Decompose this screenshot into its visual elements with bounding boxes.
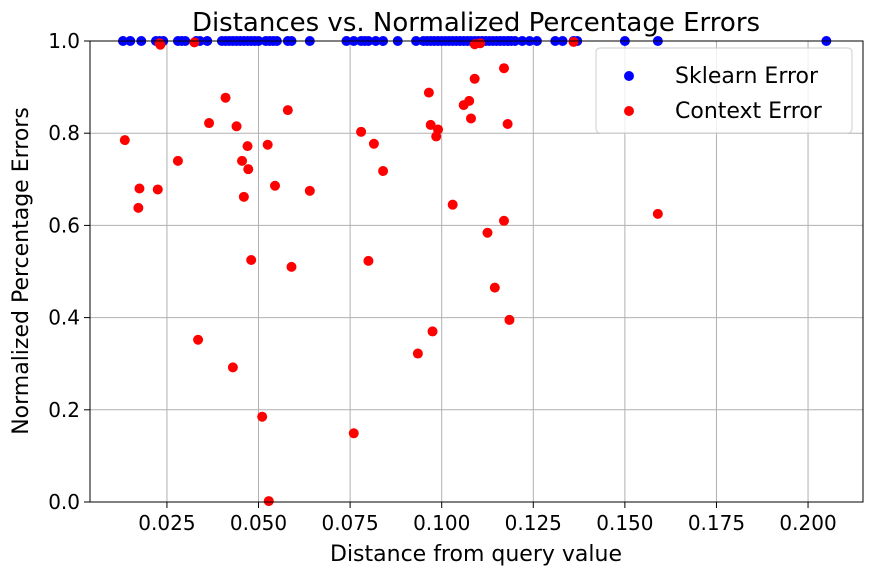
y-tick-label: 1.0 <box>48 29 80 53</box>
context-error-point <box>243 164 254 175</box>
context-error-point <box>262 139 273 150</box>
x-tick-label: 0.100 <box>413 511 470 535</box>
y-tick-label: 0.0 <box>48 490 80 514</box>
y-tick-label: 0.8 <box>48 121 80 145</box>
x-tick-label: 0.150 <box>596 511 653 535</box>
context-error-point <box>482 227 493 238</box>
plot-frame <box>89 40 864 503</box>
y-tick-label: 0.4 <box>48 306 80 330</box>
context-error-point <box>378 166 389 177</box>
legend-marker-context <box>624 106 634 116</box>
legend-box <box>595 47 853 134</box>
context-error-point <box>412 348 423 359</box>
context-error-point <box>286 261 297 272</box>
legend-label-sklearn: Sklearn Error <box>675 64 819 89</box>
context-error-point <box>427 326 438 337</box>
x-tick-label: 0.050 <box>230 511 287 535</box>
legend-label-context: Context Error <box>675 99 823 124</box>
context-error-point <box>220 92 231 103</box>
context-error-point <box>466 113 477 124</box>
context-error-point <box>282 105 293 116</box>
context-error-point <box>423 87 434 98</box>
context-error-point <box>498 215 509 226</box>
context-error-point <box>425 119 436 130</box>
context-error-point <box>134 183 145 194</box>
context-error-point <box>475 38 486 49</box>
context-error-point <box>270 180 281 191</box>
data-points <box>117 36 832 507</box>
context-error-point <box>189 37 200 48</box>
context-error-point <box>652 208 663 219</box>
legend-marker-sklearn <box>624 71 634 81</box>
chart-title: Distances vs. Normalized Percentage Erro… <box>192 8 760 38</box>
context-error-point <box>433 124 444 135</box>
context-error-point <box>348 428 359 439</box>
y-tick-label: 0.6 <box>48 213 80 237</box>
x-tick-label: 0.175 <box>688 511 745 535</box>
context-error-point <box>356 126 367 137</box>
x-tick-label: 0.200 <box>779 511 836 535</box>
context-error-point <box>464 95 475 106</box>
context-error-point <box>204 118 215 129</box>
context-error-point <box>242 141 253 152</box>
x-tick-label: 0.025 <box>138 511 195 535</box>
context-error-point <box>363 255 374 266</box>
context-error-point <box>119 135 130 146</box>
context-error-point <box>246 254 257 265</box>
context-error-point <box>498 63 509 74</box>
context-error-point <box>568 36 579 47</box>
context-error-point <box>238 191 249 202</box>
y-axis-label: Normalized Percentage Errors <box>9 107 34 435</box>
y-tick-label: 0.2 <box>48 398 80 422</box>
legend: Sklearn Error Context Error <box>595 47 853 134</box>
context-error-point <box>155 39 166 50</box>
context-error-point <box>263 496 274 507</box>
context-error-point <box>489 282 500 293</box>
context-error-point <box>231 121 242 132</box>
context-error-point <box>227 362 238 373</box>
context-error-point <box>469 73 480 84</box>
x-tick-label: 0.125 <box>505 511 562 535</box>
context-error-point <box>257 411 268 422</box>
context-error-point <box>368 138 379 149</box>
context-error-point <box>447 199 458 210</box>
context-error-point <box>193 334 204 345</box>
context-error-point <box>172 155 183 166</box>
context-error-point <box>502 118 513 129</box>
x-axis-label: Distance from query value <box>330 542 622 567</box>
axis-ticks: 0.025 0.050 0.075 0.100 0.125 0.150 0.175 0.200… <box>48 29 836 535</box>
context-error-point <box>237 155 248 166</box>
context-error-point <box>304 185 315 196</box>
context-error-point <box>504 314 515 325</box>
context-error-point <box>133 202 144 213</box>
context-error-point <box>152 184 163 195</box>
x-tick-label: 0.075 <box>321 511 378 535</box>
